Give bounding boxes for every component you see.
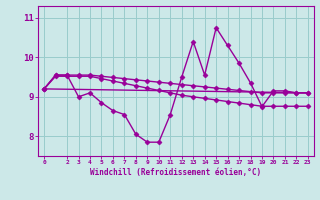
- X-axis label: Windchill (Refroidissement éolien,°C): Windchill (Refroidissement éolien,°C): [91, 168, 261, 177]
